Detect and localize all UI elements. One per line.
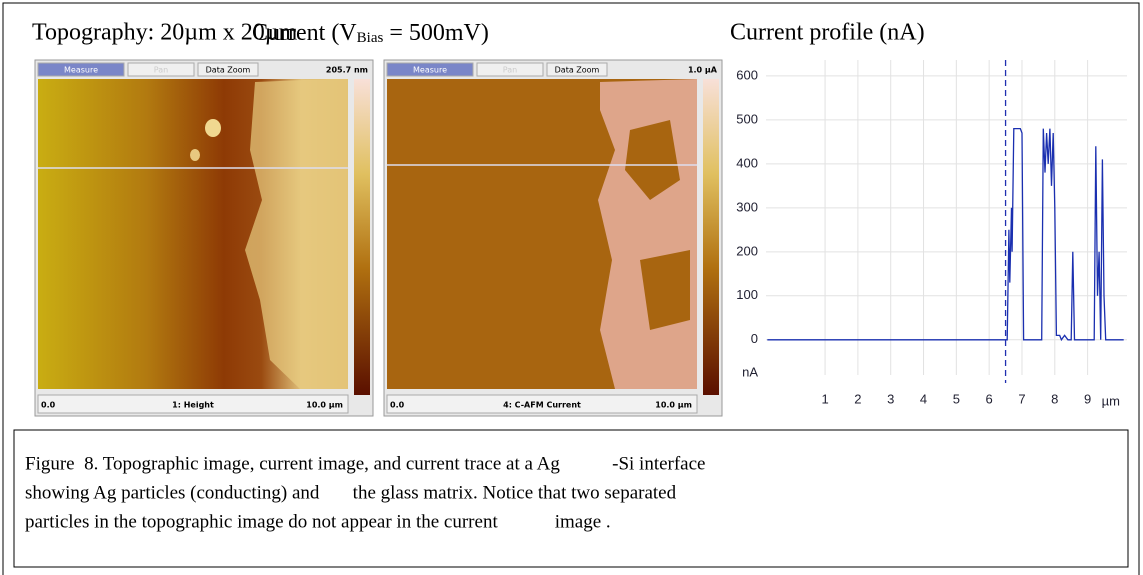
caption-line: particles in the topographic image do no… xyxy=(25,511,611,532)
color-bar xyxy=(703,79,719,395)
status-label: 10.0 µm xyxy=(306,401,343,410)
conducting-region xyxy=(598,79,697,389)
status-label: 0.0 xyxy=(390,401,405,410)
particle xyxy=(190,149,200,161)
status-label: 4: C-AFM Current xyxy=(503,401,581,410)
caption-line: showing Ag particles (conducting) and th… xyxy=(25,482,677,503)
x-tick-label: 3 xyxy=(887,391,894,406)
x-unit: µm xyxy=(1102,393,1120,408)
x-tick-label: 8 xyxy=(1051,391,1058,406)
color-bar xyxy=(354,79,370,395)
afm-panel xyxy=(384,60,722,416)
particle xyxy=(205,119,221,137)
x-tick-label: 7 xyxy=(1018,391,1025,406)
afm-panel xyxy=(35,60,373,416)
figure-canvas: Topography: 20µm x 20µm Current (VBias =… xyxy=(0,0,1143,575)
toolbar-label: Pan xyxy=(503,66,517,75)
y-tick-label: 400 xyxy=(736,155,758,170)
status-label: 10.0 µm xyxy=(655,401,692,410)
y-unit: nA xyxy=(742,364,758,379)
x-tick-label: 2 xyxy=(854,391,861,406)
y-tick-label: 0 xyxy=(751,331,758,346)
status-label: 1: Height xyxy=(172,401,214,410)
toolbar-label: Measure xyxy=(64,66,98,75)
toolbar-label: Measure xyxy=(413,66,447,75)
heading-part: = 500mV) xyxy=(383,20,489,46)
x-tick-label: 5 xyxy=(953,391,960,406)
x-tick-label: 6 xyxy=(986,391,993,406)
x-tick-label: 9 xyxy=(1084,391,1091,406)
status-label: 0.0 xyxy=(41,401,56,410)
heading-subscript: Bias xyxy=(357,30,384,46)
x-tick-label: 1 xyxy=(821,391,828,406)
y-tick-label: 300 xyxy=(736,199,758,214)
scale-max: 205.7 nm xyxy=(326,66,368,75)
heading-part: Current (V xyxy=(252,20,357,46)
heading: Current (VBias = 500mV) xyxy=(252,20,489,47)
scale-max: 1.0 µA xyxy=(688,66,718,75)
y-tick-label: 500 xyxy=(736,111,758,126)
caption-line: Figure 8. Topographic image, current ima… xyxy=(25,453,705,474)
chart-area xyxy=(736,60,1131,420)
y-tick-label: 100 xyxy=(736,287,758,302)
x-tick-label: 4 xyxy=(920,391,927,406)
figure: Topography: 20µm x 20µm Current (VBias =… xyxy=(0,0,1143,575)
toolbar-label: Pan xyxy=(154,66,168,75)
y-tick-label: 600 xyxy=(736,67,758,82)
y-tick-label: 200 xyxy=(736,243,758,258)
toolbar-label: Data Zoom xyxy=(555,66,600,75)
heading: Current profile (nA) xyxy=(730,20,925,46)
toolbar-label: Data Zoom xyxy=(206,66,251,75)
